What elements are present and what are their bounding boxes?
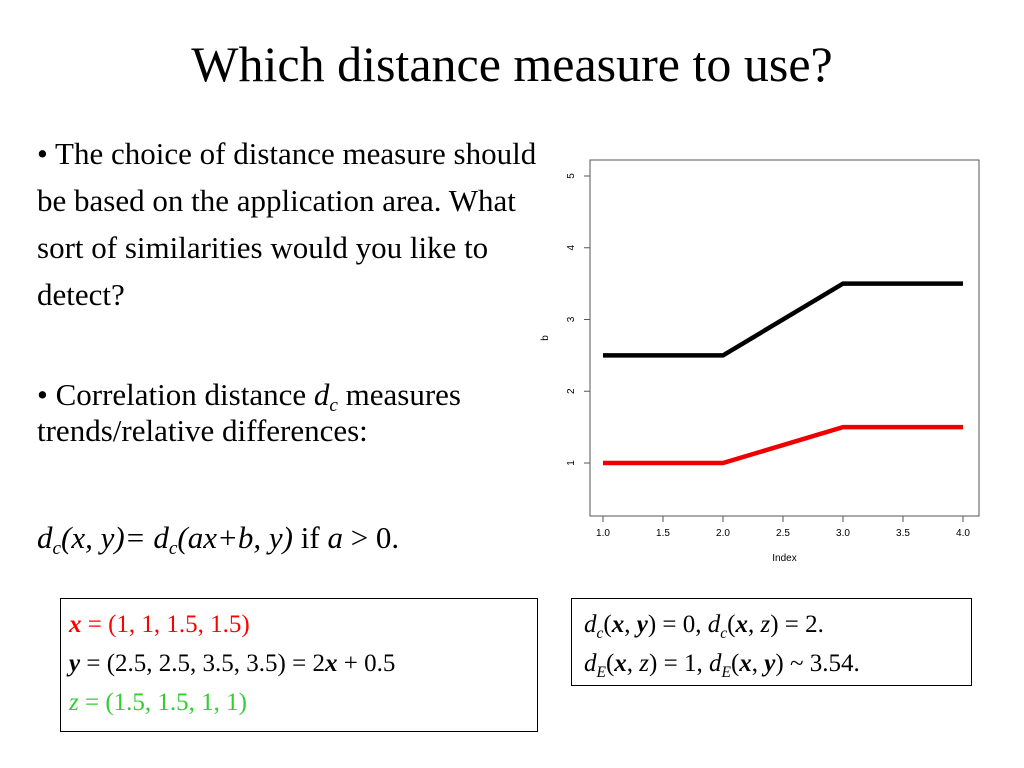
bullet-correlation: • Correlation distance dc measures trend… bbox=[37, 377, 547, 449]
d1-x: x bbox=[611, 611, 625, 638]
slide-title: Which distance measure to use? bbox=[191, 36, 833, 92]
formula-p2: (ax+b, y) bbox=[177, 520, 293, 555]
d2-e2: ) ~ 3.54. bbox=[775, 650, 860, 677]
d2-c2: , bbox=[751, 650, 765, 677]
formula-s2: c bbox=[168, 538, 178, 559]
line-chart: 1.0 1.5 2.0 2.5 3.0 3.5 4.0 1 2 3 4 5 Index b bbox=[540, 159, 980, 564]
formula-cond: if bbox=[293, 520, 328, 555]
y-tick-label: 3 bbox=[566, 316, 577, 322]
bullet-correlation-prefix: • Correlation distance bbox=[37, 377, 314, 412]
y-tick-label: 2 bbox=[566, 388, 577, 394]
x-tick-label: 1.0 bbox=[596, 528, 610, 539]
vector-y-line: y = (2.5, 2.5, 3.5, 3.5) = 2x + 0.5 bbox=[69, 644, 537, 683]
d2-a2: ( bbox=[730, 650, 740, 677]
distance-line-1: dc(x, y) = 0, dc(x, z) = 2. bbox=[584, 605, 971, 644]
plot-frame bbox=[589, 159, 980, 517]
x-tick-label: 2.0 bbox=[716, 528, 730, 539]
vector-y-name: y bbox=[69, 650, 81, 677]
vector-y-x: x bbox=[324, 650, 338, 677]
formula-a: a bbox=[327, 520, 343, 555]
d1-d: d bbox=[584, 611, 597, 638]
invariance-formula: dc(x, y)= dc(ax+b, y) if a > 0. bbox=[37, 518, 399, 558]
d2-x: x bbox=[614, 650, 627, 677]
series-line-2 bbox=[603, 424, 963, 466]
d2-y: y bbox=[764, 650, 776, 677]
formula-s1: c bbox=[52, 538, 62, 559]
d2-c: , bbox=[626, 650, 640, 677]
d1-z: z bbox=[760, 611, 771, 638]
d1-e2: ) = 2. bbox=[770, 611, 824, 638]
d1-s2: c bbox=[720, 625, 728, 642]
d2-x2: x bbox=[739, 650, 752, 677]
d2-s: E bbox=[596, 664, 606, 681]
d2-a: ( bbox=[605, 650, 615, 677]
vector-x-name: x bbox=[69, 611, 82, 638]
d1-c2: , bbox=[747, 611, 761, 638]
vector-x-value: = (1, 1, 1.5, 1.5) bbox=[81, 611, 250, 638]
y-tick-label: 4 bbox=[566, 245, 577, 251]
x-tick-label: 3.5 bbox=[896, 528, 910, 539]
x-tick-label: 2.5 bbox=[776, 528, 790, 539]
series-line-1 bbox=[603, 281, 963, 358]
d2-z: z bbox=[639, 650, 650, 677]
bullet-choice: • The choice of distance measure should … bbox=[37, 136, 537, 312]
formula-p1: (x, y)= bbox=[61, 520, 154, 555]
formula-d1: d bbox=[37, 520, 53, 555]
distances-box: dc(x, y) = 0, dc(x, z) = 2. dE(x, z) = 1… bbox=[571, 598, 972, 686]
d1-s: c bbox=[596, 625, 604, 642]
d1-d2: d bbox=[707, 611, 721, 638]
vectors-box: x = (1, 1, 1.5, 1.5) y = (2.5, 2.5, 3.5,… bbox=[60, 598, 538, 732]
y-tick-label: 5 bbox=[566, 173, 577, 179]
bullet-correlation-sub: c bbox=[329, 395, 338, 416]
y-axis-label: b bbox=[540, 335, 551, 341]
vector-z-name: z bbox=[69, 689, 79, 716]
x-tick-label: 3.0 bbox=[836, 528, 850, 539]
formula-d2: d bbox=[153, 520, 169, 555]
d1-a2: ( bbox=[727, 611, 736, 638]
vector-x-line: x = (1, 1, 1.5, 1.5) bbox=[69, 605, 537, 644]
vector-z-line: z = (1.5, 1.5, 1, 1) bbox=[69, 683, 537, 722]
d2-d2: d bbox=[708, 650, 722, 677]
d1-e: ) = 0, bbox=[647, 611, 708, 638]
d2-d: d bbox=[584, 650, 597, 677]
y-tick-label: 1 bbox=[566, 460, 577, 466]
vector-y-value: = (2.5, 2.5, 3.5, 3.5) = 2 bbox=[80, 650, 325, 677]
vector-y-tail: + 0.5 bbox=[337, 650, 396, 677]
d2-s2: E bbox=[721, 664, 731, 681]
d2-e: ) = 1, bbox=[649, 650, 709, 677]
vector-z-value: = (1.5, 1.5, 1, 1) bbox=[78, 689, 247, 716]
formula-gt: > 0. bbox=[342, 520, 400, 555]
bullet-correlation-rest: measures trends/relative differences: bbox=[37, 377, 461, 448]
x-axis-label: Index bbox=[772, 553, 796, 564]
bullet-correlation-d: d bbox=[313, 377, 330, 412]
d1-x2: x bbox=[735, 611, 748, 638]
x-tick-label: 4.0 bbox=[956, 528, 970, 539]
d1-c: , bbox=[624, 611, 637, 638]
d1-a: ( bbox=[603, 611, 612, 638]
d1-y: y bbox=[636, 611, 648, 638]
x-tick-label: 1.5 bbox=[656, 528, 670, 539]
distance-line-2: dE(x, z) = 1, dE(x, y) ~ 3.54. bbox=[584, 644, 971, 683]
